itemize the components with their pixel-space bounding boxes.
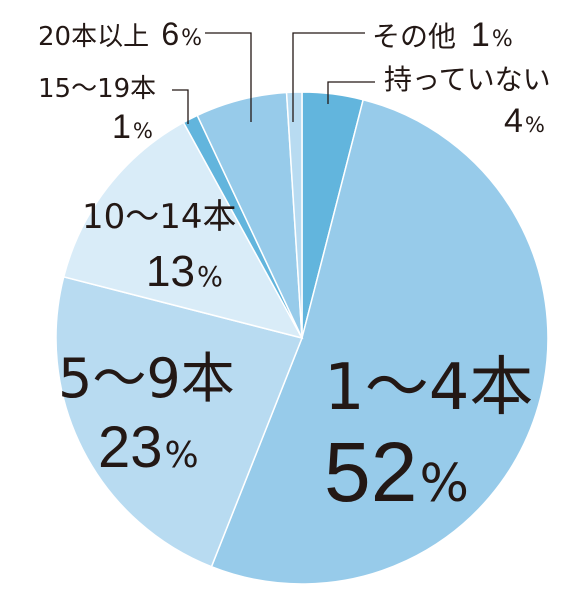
slice-value-none: 4%: [504, 104, 545, 138]
slice-value-15-19-unit: %: [132, 118, 153, 143]
slice-label-none: 持っていない: [384, 66, 551, 94]
slice-value-1-4-unit: %: [419, 454, 469, 514]
leader-lines: [172, 32, 375, 124]
slice-value-1-4-number: 52: [324, 425, 418, 519]
slice-value-other-unit: %: [491, 27, 513, 52]
slice-value-none-unit: %: [524, 112, 545, 137]
pie-slice-6: [285, 91, 303, 339]
slice-value-1-4: 52%: [324, 430, 469, 514]
slice-value-5-9-number: 23: [98, 415, 163, 480]
slice-label-none-name: 持っていない: [384, 63, 551, 96]
slice-value-other-number: 1: [470, 16, 490, 54]
slice-value-5-9: 23%: [98, 418, 199, 477]
leader-line-15-19: [172, 89, 189, 124]
leader-line-none: [327, 81, 375, 104]
slice-value-10-14: 13%: [146, 250, 223, 294]
slice-label-10-14: 10〜14本: [82, 200, 237, 234]
slice-value-5-9-unit: %: [164, 435, 199, 476]
slice-value-10-14-number: 13: [146, 247, 195, 296]
slice-value-10-14-unit: %: [196, 262, 223, 293]
slice-label-1-4-name: 1〜4本: [324, 351, 534, 425]
leader-line-20plus: [205, 32, 252, 122]
pie-slice-2: [55, 275, 304, 568]
slice-label-5-9: 5〜9本: [58, 352, 235, 406]
slice-label-15-19: 15〜19本: [38, 76, 156, 102]
slice-value-15-19-number: 1: [112, 108, 131, 146]
slice-value-20plus-unit: %: [181, 26, 203, 51]
slice-label-10-14-name: 10〜14本: [82, 197, 237, 237]
slice-label-20plus: 20本以上 6%: [38, 18, 202, 50]
slice-label-15-19-name: 15〜19本: [38, 74, 157, 104]
slice-value-15-19: 1%: [112, 110, 153, 144]
pie-slice-1: [210, 98, 549, 585]
pie-slices: [55, 91, 549, 585]
slice-label-5-9-name: 5〜9本: [58, 347, 235, 410]
leader-line-other: [292, 32, 365, 122]
pie-slice-3: [62, 121, 304, 340]
slice-label-1-4: 1〜4本: [324, 356, 533, 420]
slice-label-20plus-name: 20本以上: [38, 22, 150, 52]
slice-label-other-name: その他: [372, 20, 457, 53]
slice-value-20plus-number: 6: [161, 16, 180, 52]
slice-label-other: その他 1%: [372, 18, 513, 52]
slice-value-none-number: 4: [504, 102, 523, 140]
